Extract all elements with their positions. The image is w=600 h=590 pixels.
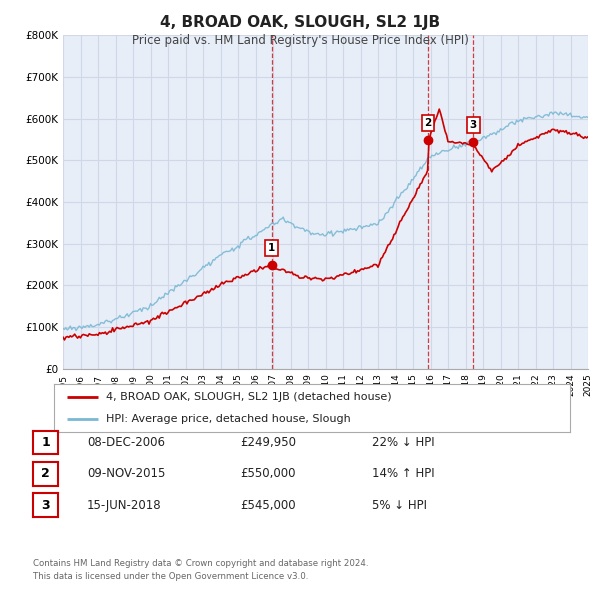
Text: 14% ↑ HPI: 14% ↑ HPI: [372, 467, 434, 480]
Text: £545,000: £545,000: [240, 499, 296, 512]
Text: 4, BROAD OAK, SLOUGH, SL2 1JB: 4, BROAD OAK, SLOUGH, SL2 1JB: [160, 15, 440, 30]
Text: 3: 3: [41, 499, 50, 512]
Text: £550,000: £550,000: [240, 467, 296, 480]
Text: Price paid vs. HM Land Registry's House Price Index (HPI): Price paid vs. HM Land Registry's House …: [131, 34, 469, 47]
Text: £249,950: £249,950: [240, 436, 296, 449]
Text: 2: 2: [424, 118, 431, 128]
Text: This data is licensed under the Open Government Licence v3.0.: This data is licensed under the Open Gov…: [33, 572, 308, 581]
Text: Contains HM Land Registry data © Crown copyright and database right 2024.: Contains HM Land Registry data © Crown c…: [33, 559, 368, 568]
Text: 1: 1: [268, 243, 275, 253]
Text: 15-JUN-2018: 15-JUN-2018: [87, 499, 161, 512]
Text: 22% ↓ HPI: 22% ↓ HPI: [372, 436, 434, 449]
Text: 1: 1: [41, 436, 50, 449]
Text: HPI: Average price, detached house, Slough: HPI: Average price, detached house, Slou…: [106, 414, 350, 424]
Text: 3: 3: [470, 120, 477, 130]
Text: 09-NOV-2015: 09-NOV-2015: [87, 467, 166, 480]
Text: 5% ↓ HPI: 5% ↓ HPI: [372, 499, 427, 512]
Text: 2: 2: [41, 467, 50, 480]
Text: 4, BROAD OAK, SLOUGH, SL2 1JB (detached house): 4, BROAD OAK, SLOUGH, SL2 1JB (detached …: [106, 392, 391, 402]
Text: 08-DEC-2006: 08-DEC-2006: [87, 436, 165, 449]
